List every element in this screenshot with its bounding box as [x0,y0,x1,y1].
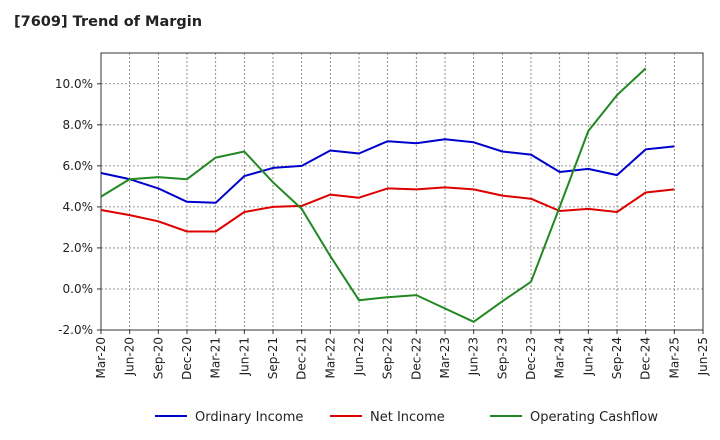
x-tick-label: Sep-20 [151,337,165,379]
y-tick-label: 8.0% [63,118,94,132]
x-tick-label: Sep-23 [495,337,509,379]
x-tick-label: Jun-25 [696,337,710,376]
y-tick-label: 2.0% [63,241,94,255]
x-tick-label: Dec-22 [409,337,423,380]
x-tick-label: Dec-21 [295,337,309,380]
y-tick-label: 4.0% [63,200,94,214]
x-tick-label: Jun-24 [581,337,595,376]
x-tick-label: Sep-21 [266,337,280,379]
legend-label: Ordinary Income [195,410,303,425]
x-tick-label: Jun-20 [123,337,137,376]
x-tick-label: Jun-23 [467,337,481,376]
series-line-ordinary-income [100,138,675,204]
y-tick-label: 0.0% [63,282,94,296]
x-tick-label: Jun-21 [237,337,251,376]
x-tick-label: Mar-22 [323,337,337,378]
x-tick-label: Dec-23 [524,337,538,380]
y-tick-label: 6.0% [63,159,94,173]
y-tick-label: 10.0% [55,77,93,91]
x-tick-label: Mar-25 [667,337,681,378]
x-tick-label: Mar-20 [94,337,108,378]
x-tick-label: Sep-22 [381,337,395,379]
x-tick-label: Jun-22 [352,337,366,376]
x-tick-label: Dec-24 [639,337,653,380]
series-line-net-income [100,186,675,233]
series-line-operating-cashflow [100,67,647,323]
x-tick-label: Mar-24 [553,337,567,378]
x-tick-label: Sep-24 [610,337,624,379]
plot-frame [100,52,704,331]
x-tick-label: Mar-21 [209,337,223,378]
legend-label: Operating Cashflow [530,410,658,425]
x-tick-label: Dec-20 [180,337,194,380]
legend-label: Net Income [370,410,445,425]
x-tick-label: Mar-23 [438,337,452,378]
chart-title: [7609] Trend of Margin [14,14,203,30]
y-tick-label: -2.0% [58,323,93,337]
